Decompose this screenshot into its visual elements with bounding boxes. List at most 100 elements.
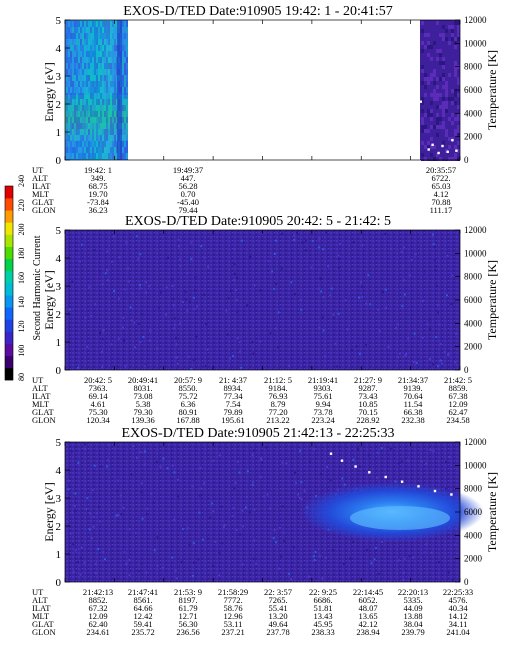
panel-1-cell	[124, 99, 126, 105]
panel-1-cell	[454, 97, 457, 101]
heatmap-cell	[72, 543, 75, 546]
y2tick-label: 12000	[464, 225, 487, 235]
heatmap-cell	[102, 551, 105, 554]
panel-1-cell	[86, 45, 88, 51]
panel-1-cell	[66, 99, 68, 105]
panel-1-cell	[80, 51, 82, 57]
heatmap-cell	[453, 543, 456, 546]
panel-1-cell	[112, 153, 114, 159]
heatmap-cell	[429, 449, 432, 451]
heatmap-cell	[212, 510, 215, 513]
panel-1-cell	[439, 53, 442, 57]
panel-1-cell	[68, 117, 70, 123]
table-cell: 77.20	[268, 407, 287, 417]
panel-1-cell	[94, 129, 96, 135]
panel-1-cell	[424, 117, 427, 121]
panel-1-cell	[442, 53, 445, 57]
table-cell: 12.71	[178, 611, 197, 621]
panel-1-cell	[112, 105, 114, 111]
panel-1-cell	[78, 105, 80, 111]
panel-1-cell	[96, 57, 98, 63]
panel-1-cell	[102, 57, 104, 63]
heatmap-cell	[137, 322, 140, 325]
colorbar-cell	[5, 355, 13, 369]
table-cell: 8852.	[88, 595, 107, 605]
panel-1-cell	[424, 129, 427, 133]
heatmap-cell	[236, 460, 239, 463]
panel-1-cell	[439, 97, 442, 101]
panel-1-cell	[104, 81, 106, 87]
panel-1-cell	[445, 49, 448, 53]
panel-1-cell	[112, 135, 114, 141]
panel-1-cell	[421, 61, 424, 65]
table-row-label: ALT	[32, 173, 49, 183]
panel-1-cell	[72, 63, 74, 69]
heatmap-cell	[293, 546, 296, 549]
temperature-point	[368, 471, 371, 474]
panel-1-cell	[421, 85, 424, 89]
panel-1-cell	[451, 121, 454, 125]
panel-1-cell	[448, 121, 451, 125]
heatmap-cell	[403, 557, 406, 560]
panel-1-cell	[102, 123, 104, 129]
heatmap-cell	[439, 359, 442, 362]
heatmap-cell	[88, 285, 91, 288]
panel-1-cell	[108, 99, 110, 105]
heatmap-cell	[433, 259, 436, 262]
table-cell: 20:35:57	[426, 165, 456, 175]
panel-1-cell	[442, 25, 445, 29]
heatmap-cell	[160, 291, 163, 294]
panel-1-cell	[90, 147, 92, 153]
panel-1-cell	[108, 63, 110, 69]
panel-1-cell	[126, 57, 128, 63]
panel-1-cell	[124, 111, 126, 117]
heatmap-cell	[339, 243, 342, 246]
heatmap-cell	[221, 542, 224, 545]
panel-1-cell	[90, 111, 92, 117]
panel-1-cell	[430, 145, 433, 149]
panel-1-cell	[74, 33, 76, 39]
panel-1-cell	[421, 105, 424, 109]
panel-1-cell	[72, 87, 74, 93]
heatmap-cell	[69, 532, 72, 535]
panel-1-cell	[424, 77, 427, 81]
panel-1-plot-area	[65, 20, 460, 161]
panel-1-cell	[66, 135, 68, 141]
heatmap-cell	[128, 559, 131, 561]
heatmap-cell	[450, 302, 453, 305]
heatmap-cell	[271, 270, 274, 273]
y2tick-label: 8000	[464, 62, 483, 72]
table-cell: 20:57: 9	[174, 375, 202, 385]
heatmap-cell	[83, 447, 86, 450]
panel-1-cell	[68, 51, 70, 57]
heatmap-cell	[320, 290, 323, 293]
panel-1-cell	[433, 33, 436, 37]
panel-1-cell	[448, 89, 451, 93]
panel-1-cell	[424, 137, 427, 141]
panel-1-cell	[84, 75, 86, 81]
heatmap-cell	[129, 306, 132, 309]
heatmap-cell	[116, 366, 119, 369]
panel-1-cell	[421, 117, 424, 121]
heatmap-cell	[401, 305, 404, 308]
panel-1-cell	[68, 105, 70, 111]
panel-1-cell	[454, 21, 457, 25]
colorbar-cell	[5, 222, 13, 235]
panel-1-cell	[86, 123, 88, 129]
heatmap-cell	[143, 364, 146, 367]
table-cell: 9287.	[358, 383, 377, 393]
panel-1-cell	[454, 69, 457, 73]
panel-1-cell	[68, 33, 70, 39]
panel-1-cell	[102, 81, 104, 87]
panel-1-cell	[442, 109, 445, 113]
table-row-label: ILAT	[32, 181, 51, 191]
panel-1-cell	[90, 63, 92, 69]
table-cell: 111.17	[430, 205, 453, 215]
table-cell: 234.58	[446, 415, 469, 425]
heatmap-cell	[166, 467, 169, 470]
heatmap-cell	[112, 235, 115, 238]
panel-1-cell	[451, 141, 454, 145]
panel-1-cell	[92, 27, 94, 33]
heatmap-cell	[104, 272, 107, 275]
panel-1-cell	[430, 137, 433, 141]
